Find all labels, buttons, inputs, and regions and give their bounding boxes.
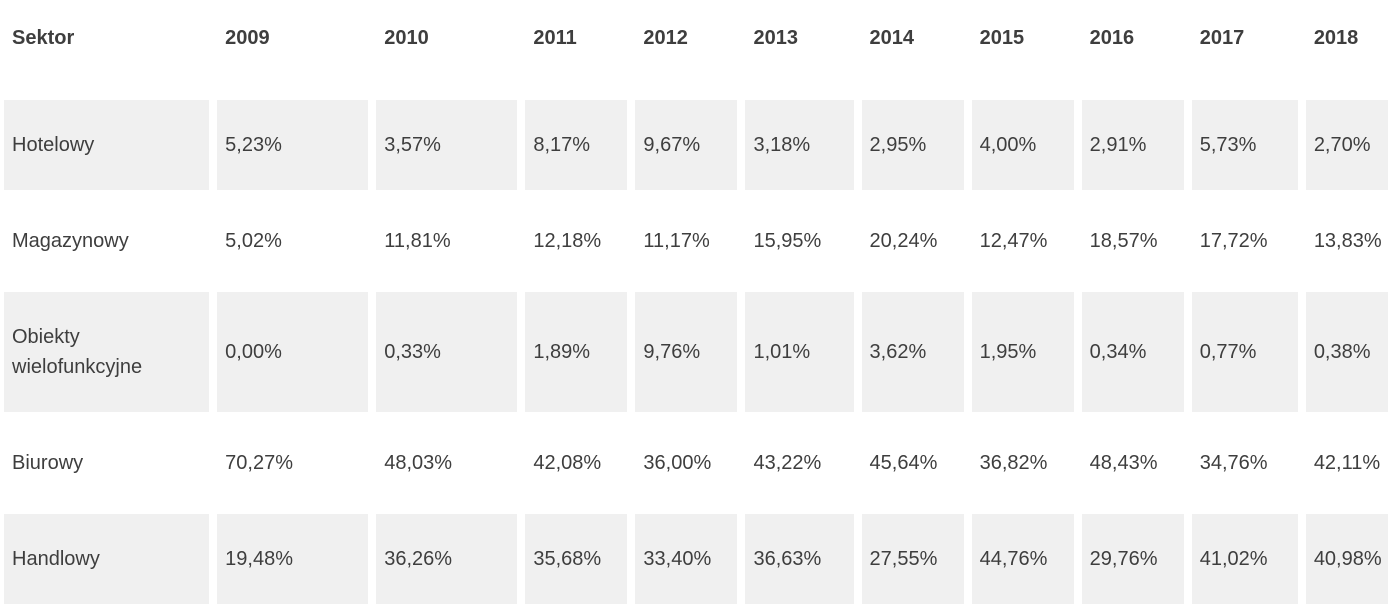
- value-cell-2010: 48,03%: [384, 452, 453, 474]
- table-row: Hotelowy 5,23% 3,57% 8,17% 9,67% 3,18% 2,95% 4,…: [4, 100, 1388, 190]
- value-cell-2012: 33,40%: [635, 514, 738, 604]
- value-cell-2014: 45,64%: [869, 452, 938, 474]
- value-cell-2010: 0,33%: [376, 292, 518, 412]
- value-cell-2009: 5,23%: [217, 100, 369, 190]
- value-cell-2016: 18,57%: [1089, 230, 1158, 252]
- sector-label: Magazynowy: [12, 230, 129, 252]
- value-cell-2015: 12,47%: [979, 230, 1048, 252]
- sector-label: Handlowy: [4, 514, 210, 604]
- sector-label: Hotelowy: [4, 100, 210, 190]
- sector-label: Obiekty wielofunkcyjne: [4, 292, 210, 412]
- value-cell-2012: 11,17%: [643, 230, 710, 252]
- value-cell-2015: 44,76%: [971, 514, 1074, 604]
- value-cell-2010: 36,26%: [376, 514, 518, 604]
- value-cell-2009: 19,48%: [217, 514, 369, 604]
- value-cell-2017: 41,02%: [1191, 514, 1298, 604]
- value-cell-2009: 0,00%: [217, 292, 369, 412]
- value-cell-2017: 5,73%: [1191, 100, 1298, 190]
- value-cell-2012: 36,00%: [643, 452, 712, 474]
- value-cell-2013: 15,95%: [753, 230, 822, 252]
- value-cell-2014: 3,62%: [861, 292, 964, 412]
- value-cell-2009: 70,27%: [225, 452, 293, 474]
- value-cell-2011: 12,18%: [533, 230, 602, 252]
- value-cell-2014: 27,55%: [861, 514, 964, 604]
- value-cell-2011: 1,89%: [525, 292, 628, 412]
- value-cell-2014: 20,24%: [869, 230, 938, 252]
- value-cell-2011: 42,08%: [533, 452, 602, 474]
- value-cell-2016: 2,91%: [1081, 100, 1184, 190]
- value-cell-2014: 2,95%: [861, 100, 964, 190]
- column-header-2010: 2010: [384, 27, 429, 49]
- value-cell-2018: 13,83%: [1313, 230, 1382, 252]
- value-cell-2010: 3,57%: [376, 100, 518, 190]
- header-row: Sektor 2009 2010 2011 2012 2013 2014 2015 2016 20…: [4, 6, 1388, 94]
- value-cell-2018: 40,98%: [1305, 514, 1388, 604]
- column-header-2012: 2012: [643, 27, 688, 49]
- table-row: Handlowy 19,48% 36,26% 35,68% 33,40% 36,63% 27…: [4, 514, 1388, 604]
- value-cell-2016: 0,34%: [1081, 292, 1184, 412]
- table-body: Hotelowy 5,23% 3,57% 8,17% 9,67% 3,18% 2,95% 4,…: [4, 100, 1388, 604]
- value-cell-2013: 36,63%: [745, 514, 854, 604]
- column-header-2011: 2011: [533, 27, 577, 49]
- value-cell-2012: 9,76%: [635, 292, 738, 412]
- value-cell-2013: 3,18%: [745, 100, 854, 190]
- column-header-2017: 2017: [1199, 27, 1245, 49]
- column-header-2014: 2014: [869, 27, 915, 49]
- table-row: Obiekty wielofunkcyjne 0,00% 0,33% 1,89% 9,7…: [4, 292, 1388, 412]
- value-cell-2017: 0,77%: [1191, 292, 1298, 412]
- value-cell-2011: 8,17%: [525, 100, 628, 190]
- value-cell-2015: 4,00%: [971, 100, 1074, 190]
- column-header-2013: 2013: [753, 27, 798, 49]
- value-cell-2018: 0,38%: [1305, 292, 1388, 412]
- value-cell-2011: 35,68%: [525, 514, 628, 604]
- table-row: Magazynowy 5,02% 11,81% 12,18% 11,17% 15,95% 2…: [4, 196, 1388, 286]
- table-header: Sektor 2009 2010 2011 2012 2013 2014 2015 2016 20…: [4, 6, 1388, 94]
- sector-label: Biurowy: [12, 452, 84, 474]
- value-cell-2015: 36,82%: [979, 452, 1048, 474]
- column-header-2018: 2018: [1313, 27, 1359, 49]
- value-cell-2016: 48,43%: [1089, 452, 1158, 474]
- value-cell-2018: 42,11%: [1313, 452, 1381, 474]
- value-cell-2015: 1,95%: [971, 292, 1074, 412]
- value-cell-2013: 43,22%: [753, 452, 822, 474]
- table-row: Biurowy 70,27% 48,03% 42,08% 36,00% 43,22% 45,…: [4, 418, 1388, 508]
- column-header-2015: 2015: [979, 27, 1025, 49]
- value-cell-2017: 17,72%: [1199, 230, 1268, 252]
- value-cell-2018: 2,70%: [1305, 100, 1388, 190]
- value-cell-2012: 9,67%: [635, 100, 738, 190]
- column-header-2016: 2016: [1089, 27, 1135, 49]
- value-cell-2016: 29,76%: [1081, 514, 1184, 604]
- value-cell-2010: 11,81%: [384, 230, 451, 252]
- value-cell-2013: 1,01%: [745, 292, 854, 412]
- value-cell-2009: 5,02%: [225, 230, 282, 252]
- value-cell-2017: 34,76%: [1199, 452, 1268, 474]
- column-header-sector: Sektor: [12, 27, 75, 49]
- column-header-2009: 2009: [225, 27, 270, 49]
